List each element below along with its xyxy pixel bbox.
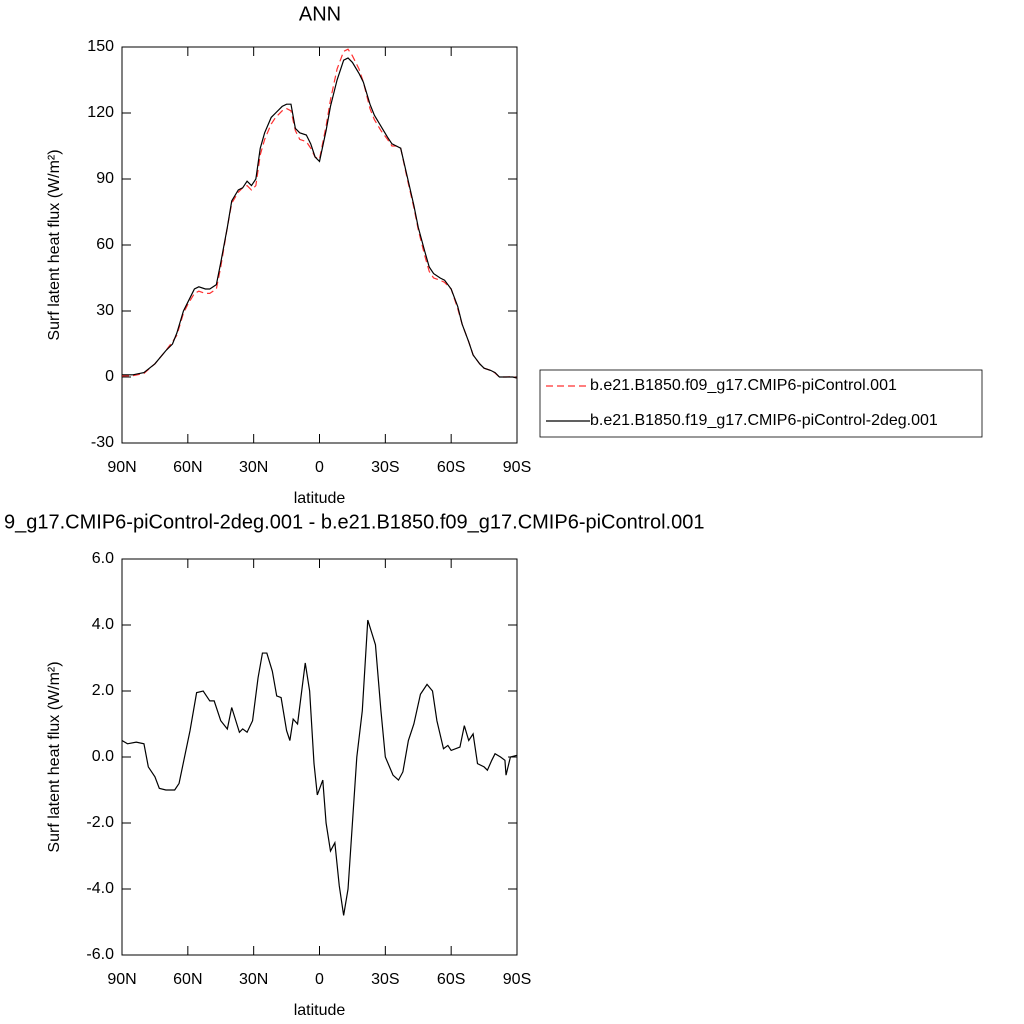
legend-box bbox=[539, 369, 983, 438]
y-tick-label: -6.0 bbox=[86, 946, 114, 963]
chart-title: 9_g17.CMIP6-piControl-2deg.001 - b.e21.B… bbox=[4, 511, 704, 533]
legend-label: b.e21.B1850.f19_g17.CMIP6-piControl-2deg… bbox=[590, 412, 938, 429]
x-tick-label: 30S bbox=[371, 971, 399, 988]
x-tick-label: 60N bbox=[173, 459, 202, 476]
y-tick-label: 90 bbox=[96, 170, 114, 187]
y-tick-label: -2.0 bbox=[86, 814, 114, 831]
x-tick-label: 90N bbox=[107, 971, 136, 988]
x-tick-label: 0 bbox=[315, 971, 324, 988]
x-tick-label: 30N bbox=[239, 459, 268, 476]
y-tick-label: 4.0 bbox=[92, 616, 114, 633]
legend-label: b.e21.B1850.f09_g17.CMIP6-piControl.001 bbox=[590, 377, 897, 394]
x-tick-label: 60S bbox=[437, 459, 465, 476]
y-tick-label: 2.0 bbox=[92, 682, 114, 699]
x-tick-label: 90N bbox=[107, 459, 136, 476]
chart-title: ANN bbox=[299, 3, 341, 25]
y-axis-label: Surf latent heat flux (W/m²) bbox=[46, 149, 63, 340]
x-axis-label: latitude bbox=[294, 1002, 346, 1019]
y-axis-label: Surf latent heat flux (W/m²) bbox=[46, 661, 63, 852]
y-tick-label: 120 bbox=[87, 104, 114, 121]
x-axis-label: latitude bbox=[294, 490, 346, 507]
data-line bbox=[121, 48, 518, 379]
x-tick-label: 0 bbox=[315, 459, 324, 476]
x-tick-label: 60N bbox=[173, 971, 202, 988]
y-tick-label: 0.0 bbox=[92, 748, 114, 765]
x-tick-label: 90S bbox=[503, 459, 531, 476]
y-tick-label: 30 bbox=[96, 302, 114, 319]
data-line bbox=[122, 57, 518, 379]
x-tick-label: 30S bbox=[371, 459, 399, 476]
y-tick-label: 150 bbox=[87, 38, 114, 55]
x-tick-label: 90S bbox=[503, 971, 531, 988]
y-tick-label: 6.0 bbox=[92, 550, 114, 567]
x-tick-label: 30N bbox=[239, 971, 268, 988]
x-tick-label: 60S bbox=[437, 971, 465, 988]
y-tick-label: 0 bbox=[105, 368, 114, 385]
y-tick-label: -4.0 bbox=[86, 880, 114, 897]
plot-frame bbox=[121, 46, 518, 444]
y-tick-label: -30 bbox=[91, 434, 114, 451]
data-line bbox=[121, 619, 518, 916]
y-tick-label: 60 bbox=[96, 236, 114, 253]
plot-frame bbox=[121, 558, 518, 956]
